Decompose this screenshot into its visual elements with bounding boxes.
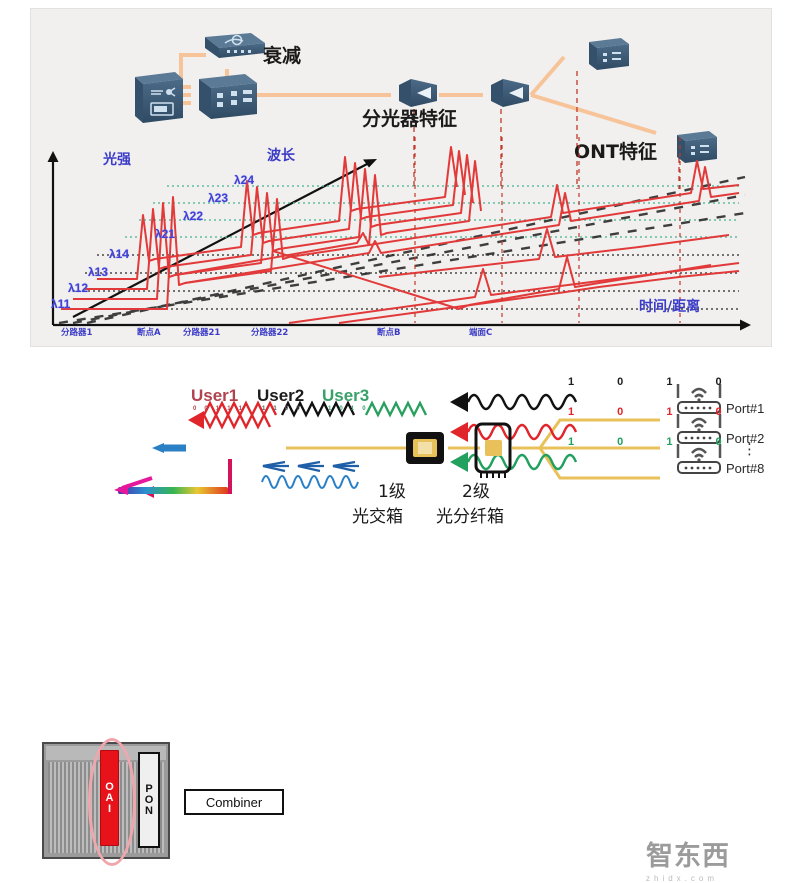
combiner-box: Combiner	[184, 789, 284, 815]
wavelength-axis-arrow	[72, 159, 377, 318]
port-bits-1: 1 0 1 0	[568, 376, 742, 388]
wavelength-label-l14: λ14	[109, 247, 130, 261]
watermark-text: 智东西	[646, 841, 730, 872]
x-tick-breakpointA: 断点A	[137, 328, 161, 338]
x-axis-arrow	[740, 319, 751, 331]
router-icon	[205, 33, 265, 58]
x-tick-breakpointB: 断点B	[377, 328, 401, 338]
wavelength-label-l24: λ24	[234, 173, 255, 187]
x-tick-splitter1: 分路器1	[61, 328, 93, 338]
oai-label-o: O	[105, 780, 114, 793]
annotation-attenuation: 衰减	[263, 45, 302, 67]
oai-label-a: A	[105, 791, 114, 804]
ont-icon-lower	[677, 131, 717, 163]
ont-router-icons	[676, 384, 722, 474]
x-axis-label: 时间/距离	[639, 299, 701, 315]
port-label-8: Port#8	[726, 461, 765, 476]
pon-label-n: N	[145, 804, 153, 817]
pon-label-o: O	[144, 793, 154, 806]
user-bits-3: 1 0 1 0	[328, 406, 369, 412]
port-ellipsis: ⋮	[742, 441, 757, 458]
oai-card: O A I	[100, 750, 119, 846]
wavelength-label-l12: λ12	[68, 281, 89, 295]
wavelength-label-l11: λ11	[51, 297, 71, 311]
otdr-chart	[47, 137, 751, 331]
x-tick-splitter22: 分路器22	[251, 328, 289, 338]
switch-icon	[199, 74, 257, 119]
user-bits-2: 1 1 0 0	[262, 406, 303, 412]
level2-box-icon	[474, 422, 512, 478]
wavelength-axis-label: 波长	[267, 148, 295, 164]
level1-box-label: 光交箱	[352, 507, 403, 527]
server-icon	[135, 72, 183, 123]
oai-label-i: I	[107, 802, 112, 815]
splitter-icon-2	[491, 79, 529, 107]
x-tick-splitter21: 分路器21	[183, 328, 221, 338]
user-label-1: User1	[191, 386, 239, 405]
pon-links	[114, 384, 722, 498]
level1-box-icon	[406, 432, 444, 464]
pon-label-p: P	[145, 782, 153, 795]
wavelength-label-l13: λ13	[88, 265, 109, 279]
otdr-topology-panel: 衰减 分光器特征 ONT特征	[30, 8, 772, 347]
wavelength-label-l22: λ22	[183, 209, 204, 223]
user-label-3: User3	[322, 386, 370, 405]
port-bits-3: 1 0 1 0	[568, 436, 742, 448]
pon-distribution-panel: O A I P O N Combiner	[0, 352, 800, 883]
pon-card: P O N	[138, 752, 160, 848]
topology-devices	[135, 33, 717, 163]
wavelength-label-l21: λ21	[155, 227, 176, 241]
annotation-ont-feature: ONT特征	[574, 141, 658, 163]
level1-box-level: 1级	[378, 482, 406, 502]
wavelength-label-l23: λ23	[208, 191, 229, 205]
y-axis-arrow	[47, 151, 59, 162]
port-label-1: Port#1	[726, 401, 765, 416]
downstream-signal	[261, 460, 359, 489]
level2-box-level: 2级	[462, 482, 490, 502]
ont-icon-upper	[589, 38, 629, 70]
port-waveforms	[450, 392, 578, 472]
figure-canvas: 衰减 分光器特征 ONT特征	[0, 8, 800, 883]
y-axis-label: 光强	[103, 152, 131, 168]
watermark: 智东西 zhidx.com	[646, 834, 786, 883]
annotation-splitter-feature: 分光器特征	[362, 108, 458, 130]
x-tick-endfaceC: 端面C	[469, 328, 493, 338]
watermark-url: zhidx.com	[646, 874, 719, 883]
port-bits-2: 1 0 1 0	[568, 406, 742, 418]
splitter-icon-1	[399, 79, 437, 107]
user-bits-1: 0 0 1 1 1	[193, 406, 246, 412]
port-label-2: Port#2	[726, 431, 765, 446]
level2-box-label: 光分纤箱	[436, 507, 504, 527]
topology-links	[179, 53, 680, 189]
user-label-2: User2	[257, 386, 305, 405]
